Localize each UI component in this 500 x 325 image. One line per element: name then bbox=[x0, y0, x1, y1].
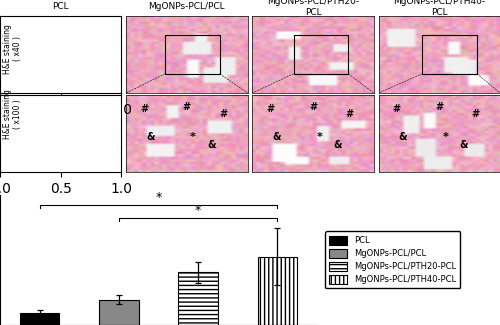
Text: #: # bbox=[393, 104, 401, 114]
Bar bbox=[258, 257, 298, 325]
Text: &: & bbox=[460, 140, 468, 150]
Text: MgONPs-PCL/PTH40-
PCL: MgONPs-PCL/PTH40- PCL bbox=[394, 0, 486, 17]
Bar bbox=[36, 35, 91, 74]
Text: #: # bbox=[183, 102, 191, 112]
Text: MgONPs-PCL/PTH20-
PCL: MgONPs-PCL/PTH20- PCL bbox=[267, 0, 359, 17]
Text: #: # bbox=[266, 104, 274, 114]
Bar bbox=[294, 35, 348, 74]
Text: #: # bbox=[472, 110, 480, 119]
Text: *: * bbox=[156, 191, 162, 204]
Text: #: # bbox=[140, 104, 148, 114]
Bar bbox=[422, 35, 477, 74]
Text: H&E staining
( x40 ): H&E staining ( x40 ) bbox=[2, 24, 22, 74]
Text: &: & bbox=[333, 140, 342, 150]
Text: #: # bbox=[436, 102, 444, 112]
Text: #: # bbox=[346, 110, 354, 119]
Text: &: & bbox=[146, 133, 154, 142]
Text: *: * bbox=[64, 133, 70, 142]
Legend: PCL, MgONPs-PCL/PCL, MgONPs-PCL/PTH20-PCL, MgONPs-PCL/PTH40-PCL: PCL, MgONPs-PCL/PCL, MgONPs-PCL/PTH20-PC… bbox=[325, 231, 460, 288]
Text: *: * bbox=[442, 133, 448, 142]
Bar bbox=[165, 35, 220, 74]
Text: *: * bbox=[195, 204, 202, 217]
Bar bbox=[20, 313, 59, 325]
Text: &: & bbox=[80, 140, 89, 150]
Text: &: & bbox=[207, 140, 216, 150]
Text: *: * bbox=[316, 133, 322, 142]
Text: PCL: PCL bbox=[52, 2, 69, 11]
Text: #: # bbox=[14, 104, 22, 114]
Bar bbox=[178, 272, 218, 325]
Text: #: # bbox=[93, 110, 101, 119]
Text: *: * bbox=[190, 133, 196, 142]
Text: &: & bbox=[272, 133, 281, 142]
Text: &: & bbox=[398, 133, 407, 142]
Text: H&E staining
( x100 ): H&E staining ( x100 ) bbox=[2, 89, 22, 139]
Text: #: # bbox=[309, 102, 317, 112]
Text: &: & bbox=[20, 133, 28, 142]
Bar bbox=[99, 300, 138, 325]
Text: MgONPs-PCL/PCL: MgONPs-PCL/PCL bbox=[148, 2, 225, 11]
Text: #: # bbox=[219, 110, 228, 119]
Text: #: # bbox=[56, 102, 64, 112]
